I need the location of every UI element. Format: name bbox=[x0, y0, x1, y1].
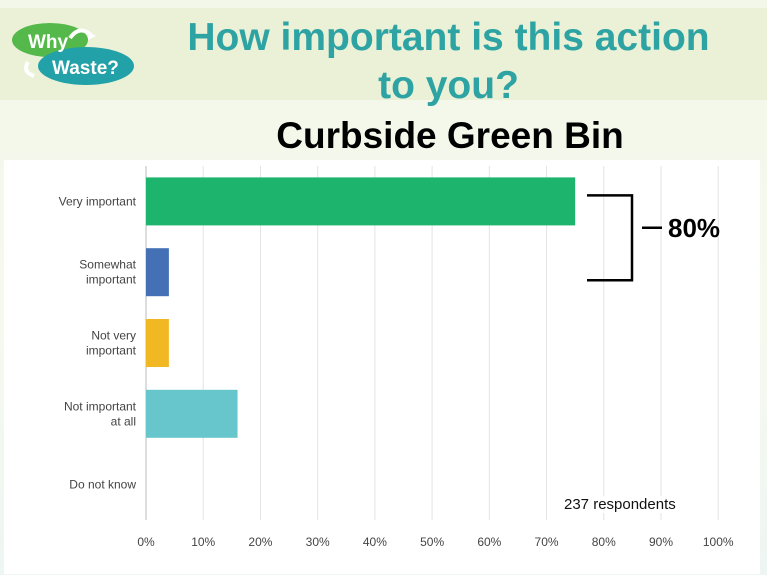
bar bbox=[146, 389, 238, 438]
chart-panel: 0% 10% 20% 30% 40% 50% 60% 70% 80% 90% 100% Very im… bbox=[4, 160, 760, 574]
category-label: important bbox=[86, 344, 137, 358]
category-label: Do not know bbox=[69, 478, 136, 492]
category-label: important bbox=[86, 273, 137, 287]
x-tick-label: 50% bbox=[420, 535, 444, 549]
why-waste-logo: Why Waste? bbox=[8, 18, 136, 94]
category-label: Not important bbox=[64, 399, 137, 413]
x-tick-label: 40% bbox=[363, 535, 387, 549]
page-title: How important is this action to you? bbox=[136, 14, 761, 110]
category-label: Not very bbox=[91, 329, 136, 343]
title-line-1: How important is this action bbox=[187, 16, 710, 59]
bar bbox=[146, 319, 169, 367]
bar bbox=[146, 248, 169, 297]
x-tick-label: 0% bbox=[137, 535, 155, 549]
bar-chart: 0% 10% 20% 30% 40% 50% 60% 70% 80% 90% 100% Very im… bbox=[59, 166, 734, 549]
chart-subtitle: Curbside Green Bin bbox=[276, 115, 624, 156]
category-label: Somewhat bbox=[79, 258, 136, 272]
header-band bbox=[0, 8, 767, 100]
category-label: Very important bbox=[59, 194, 137, 208]
category-label: at all bbox=[111, 414, 136, 428]
x-tick-label: 100% bbox=[703, 535, 734, 549]
x-tick-label: 70% bbox=[535, 535, 559, 549]
callout-label: 80% bbox=[668, 213, 720, 243]
x-tick-label: 10% bbox=[191, 535, 215, 549]
x-tick-label: 30% bbox=[306, 535, 330, 549]
x-tick-label: 80% bbox=[592, 535, 616, 549]
x-tick-label: 20% bbox=[248, 535, 272, 549]
title-line-2: to you? bbox=[378, 64, 519, 107]
bar bbox=[146, 177, 576, 226]
callout-bracket bbox=[587, 194, 634, 282]
respondents-note: 237 respondents bbox=[564, 496, 676, 513]
x-tick-label: 90% bbox=[649, 535, 673, 549]
x-tick-label: 60% bbox=[477, 535, 501, 549]
logo-text-bottom: Waste? bbox=[52, 58, 119, 79]
logo-text-top: Why bbox=[28, 32, 69, 53]
